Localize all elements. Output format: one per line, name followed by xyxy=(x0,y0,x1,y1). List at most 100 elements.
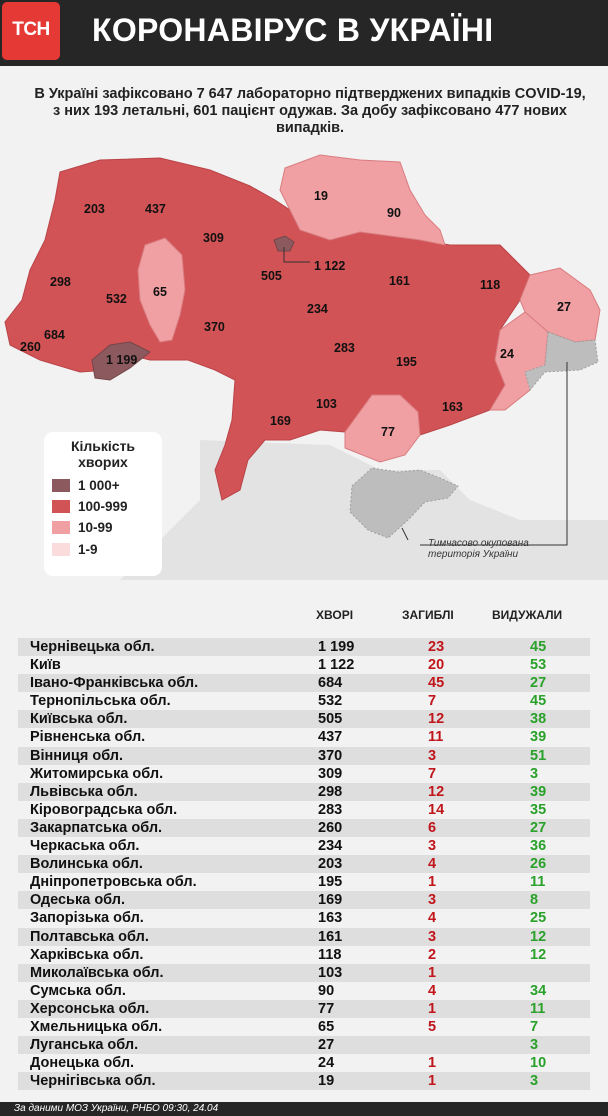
summary-text: В Україні зафіксовано 7 647 лабораторно … xyxy=(34,86,586,136)
table-row: Тернопільська обл. 532 7 45 xyxy=(18,692,590,710)
cases-value: 90 xyxy=(318,982,335,999)
deaths-value: 23 xyxy=(428,639,445,655)
region-kyiv-city xyxy=(273,235,295,252)
recovered-value: 39 xyxy=(530,783,547,800)
label-chernivtsi: 1 199 xyxy=(106,353,137,367)
region-name: Полтавська обл. xyxy=(30,928,149,945)
label-kherson: 77 xyxy=(381,425,395,439)
cases-value: 77 xyxy=(318,1000,335,1017)
recovered-value: 7 xyxy=(530,1018,539,1035)
recovered-value: 25 xyxy=(530,910,547,927)
occupied-callout-line xyxy=(420,362,568,546)
table-row: Київ 1 122 20 53 xyxy=(18,656,590,674)
source-text: За даними МОЗ України, РНБО 09:30, 24.04 xyxy=(14,1103,219,1114)
recovered-value: 12 xyxy=(530,946,547,963)
cases-value: 195 xyxy=(318,874,343,891)
region-name: Чернігівська обл. xyxy=(30,1073,156,1090)
label-kirovohrad: 283 xyxy=(334,341,355,355)
table-row: Луганська обл. 27 3 xyxy=(18,1036,590,1055)
deaths-value: 4 xyxy=(428,982,437,999)
deaths-value: 7 xyxy=(428,765,437,782)
legend-label: 1-9 xyxy=(78,542,98,557)
occupied-territory-note: Тимчасово окупована територія України xyxy=(428,538,529,560)
recovered-value: 51 xyxy=(530,747,547,764)
region-name: Дніпропетровська обл. xyxy=(30,874,197,891)
deaths-value: 20 xyxy=(428,657,445,674)
deaths-value: 45 xyxy=(428,675,445,692)
page-title: КОРОНАВІРУС В УКРАЇНІ xyxy=(92,12,494,48)
cases-value: 19 xyxy=(318,1073,335,1090)
legend-label: 10-99 xyxy=(78,520,113,535)
table-row: Хмельницька обл. 65 5 7 xyxy=(18,1018,590,1036)
region-name: Вінниця обл. xyxy=(30,747,124,764)
recovered-value: 26 xyxy=(530,856,547,873)
occupied-crimea xyxy=(349,467,459,539)
crimea-callout-line xyxy=(401,527,409,541)
label-sumy: 90 xyxy=(387,206,401,220)
recovered-value: 36 xyxy=(530,838,547,855)
label-kyiv-obl: 505 xyxy=(261,269,282,283)
region-name: Одеська обл. xyxy=(30,892,126,909)
source-bar: За даними МОЗ України, РНБО 09:30, 24.04 xyxy=(0,1102,608,1116)
label-ivano-frankivsk: 684 xyxy=(44,328,65,342)
region-name: Луганська обл. xyxy=(30,1037,139,1054)
region-name: Волинська обл. xyxy=(30,856,143,873)
cases-value: 161 xyxy=(318,928,343,945)
recovered-value: 10 xyxy=(530,1055,547,1072)
cases-value: 118 xyxy=(318,946,342,963)
region-name: Запорізька обл. xyxy=(30,910,144,927)
label-mykolaiv: 103 xyxy=(316,397,337,411)
header-cases: ХВОРІ xyxy=(316,608,354,622)
table-row: Полтавська обл. 161 3 12 xyxy=(18,927,590,946)
region-name: Чернівецька обл. xyxy=(30,639,155,655)
deaths-value: 1 xyxy=(428,964,437,981)
cases-table: Чернівецька обл. 1 199 23 45 Київ 1 122 20 53 Ів… xyxy=(18,638,590,1091)
region-name: Закарпатська обл. xyxy=(30,819,163,836)
table-row: Миколаївська обл. 103 1 xyxy=(18,963,590,982)
table-row: Вінниця обл. 370 3 51 xyxy=(18,746,590,765)
label-zaporizhzhia: 163 xyxy=(442,400,463,414)
cases-value: 103 xyxy=(318,964,343,981)
label-volyn: 203 xyxy=(84,202,105,216)
table-row: Львівська обл. 298 12 39 xyxy=(18,782,590,801)
deaths-value: 3 xyxy=(428,747,437,764)
label-odesa: 169 xyxy=(270,414,291,428)
table-row: Сумська обл. 90 4 34 xyxy=(18,982,590,1000)
cases-value: 24 xyxy=(318,1055,335,1072)
cases-value: 260 xyxy=(318,819,343,836)
recovered-value: 45 xyxy=(530,639,547,655)
region-name: Львівська обл. xyxy=(30,783,138,800)
table-row: Харківська обл. 118 2 12 xyxy=(18,946,590,964)
table-row: Рівненська обл. 437 11 39 xyxy=(18,728,590,746)
occupied-east xyxy=(524,331,599,392)
legend-swatch xyxy=(52,500,70,513)
cases-value: 437 xyxy=(318,729,343,746)
deaths-value: 4 xyxy=(428,910,437,927)
recovered-value: 12 xyxy=(530,928,547,945)
deaths-value: 1 xyxy=(428,1073,437,1090)
table-row: Житомирська обл. 309 7 3 xyxy=(18,765,590,783)
recovered-value: 38 xyxy=(530,711,547,728)
recovered-value: 3 xyxy=(530,765,539,782)
recovered-value: 34 xyxy=(530,982,547,999)
cases-value: 169 xyxy=(318,892,343,909)
deaths-value: 7 xyxy=(428,693,437,710)
deaths-value: 1 xyxy=(428,1055,437,1072)
table-row: Донецька обл. 24 1 10 xyxy=(18,1054,590,1072)
cases-value: 283 xyxy=(318,801,343,818)
cases-value: 65 xyxy=(318,1018,335,1035)
region-name: Київ xyxy=(30,657,61,674)
deaths-value: 3 xyxy=(428,928,437,945)
header-deaths: ЗАГИБЛІ xyxy=(402,608,454,622)
region-chernihiv xyxy=(279,154,446,246)
recovered-value: 8 xyxy=(530,892,539,909)
legend-swatch xyxy=(52,479,70,492)
label-khmelnytskyi: 65 xyxy=(153,285,167,299)
recovered-value: 11 xyxy=(530,874,546,891)
region-khmelnytskyi xyxy=(137,237,186,343)
region-name: Херсонська обл. xyxy=(30,1000,150,1017)
recovered-value: 3 xyxy=(530,1037,539,1054)
table-row: Дніпропетровська обл. 195 1 11 xyxy=(18,873,590,891)
cases-value: 505 xyxy=(318,711,343,728)
recovered-value: 35 xyxy=(530,801,547,818)
